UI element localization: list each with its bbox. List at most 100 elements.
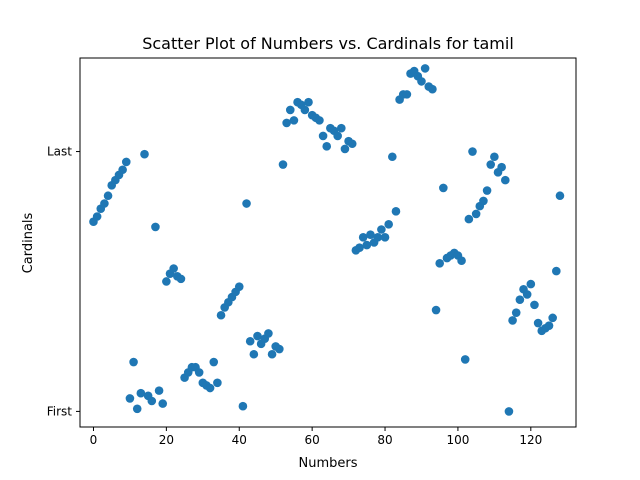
data-point [526, 279, 536, 289]
data-point [380, 233, 390, 242]
data-point [497, 162, 506, 172]
data-point [460, 355, 470, 364]
data-point [388, 152, 397, 162]
data-point [315, 116, 324, 125]
data-point [147, 396, 157, 406]
data-point [285, 105, 295, 115]
data-point [555, 191, 565, 201]
data-point [358, 233, 368, 242]
data-point [464, 214, 474, 224]
data-point [234, 282, 244, 291]
data-points [89, 64, 565, 416]
data-point [205, 383, 215, 393]
data-point [278, 160, 288, 169]
data-point [548, 313, 557, 323]
data-point [264, 329, 273, 338]
data-point [216, 310, 226, 320]
data-point [154, 386, 164, 395]
data-point [129, 357, 138, 367]
data-point [118, 165, 127, 175]
data-point [522, 290, 532, 299]
data-point [151, 222, 160, 232]
data-point [508, 316, 517, 325]
data-point [377, 225, 386, 234]
data-point [384, 220, 393, 229]
data-point [511, 308, 521, 317]
data-point [340, 144, 350, 154]
x-axis: 0 20 40 60 80 100 120 [90, 427, 542, 447]
x-axis-label: Numbers [299, 456, 358, 471]
data-point [431, 305, 441, 315]
data-point [125, 394, 135, 403]
x-tick-label: 120 [519, 433, 542, 447]
y-axis: First Last [47, 145, 80, 418]
data-point [242, 199, 251, 208]
data-point [209, 357, 219, 367]
data-point [169, 264, 178, 273]
data-point [391, 207, 401, 216]
data-point [322, 142, 332, 151]
data-point [402, 90, 412, 99]
x-tick-label: 40 [232, 433, 247, 447]
data-point [289, 116, 299, 125]
y-tick-label: Last [47, 145, 72, 159]
data-point [515, 295, 525, 304]
x-tick-label: 60 [305, 433, 320, 447]
data-point [347, 139, 357, 149]
data-point [275, 344, 284, 354]
data-point [92, 212, 102, 221]
data-point [439, 183, 448, 193]
data-point [468, 147, 477, 156]
data-point [552, 266, 561, 276]
data-point [435, 258, 445, 268]
data-point [238, 401, 248, 411]
data-point [282, 118, 291, 128]
y-axis-label: Cardinals [21, 212, 36, 273]
data-point [121, 157, 131, 167]
data-point [249, 349, 259, 359]
data-point [366, 230, 375, 239]
data-point [471, 209, 481, 219]
chart-title: Scatter Plot of Numbers vs. Cardinals fo… [142, 34, 514, 53]
data-point [304, 97, 313, 107]
data-point [136, 388, 146, 398]
x-tick-label: 20 [159, 433, 174, 447]
data-point [428, 84, 437, 94]
data-point [544, 321, 554, 330]
data-point [457, 256, 466, 265]
data-point [140, 149, 149, 159]
data-point [300, 105, 310, 115]
data-point [373, 233, 383, 242]
data-point [479, 196, 488, 206]
data-point [318, 131, 328, 141]
x-tick-label: 100 [446, 433, 469, 447]
data-point [100, 199, 109, 208]
data-point [533, 318, 543, 328]
data-point [337, 123, 346, 133]
data-point [362, 240, 372, 250]
x-tick-label: 0 [90, 433, 98, 447]
data-point [253, 331, 262, 341]
data-point [417, 77, 426, 86]
data-point [504, 407, 514, 416]
data-point [490, 152, 499, 162]
y-tick-label: First [47, 404, 73, 418]
data-point [132, 404, 142, 414]
data-point [245, 336, 255, 346]
data-point [482, 186, 492, 195]
data-point [486, 160, 496, 169]
data-point [420, 64, 430, 73]
data-point [530, 300, 539, 310]
data-point [194, 368, 204, 377]
data-point [213, 378, 222, 388]
plot-frame [79, 57, 577, 428]
data-point [162, 277, 171, 286]
data-point [158, 399, 168, 408]
data-point [103, 191, 113, 201]
data-point [267, 349, 277, 359]
x-tick-label: 80 [377, 433, 392, 447]
data-point [501, 175, 510, 185]
data-point [176, 274, 186, 284]
